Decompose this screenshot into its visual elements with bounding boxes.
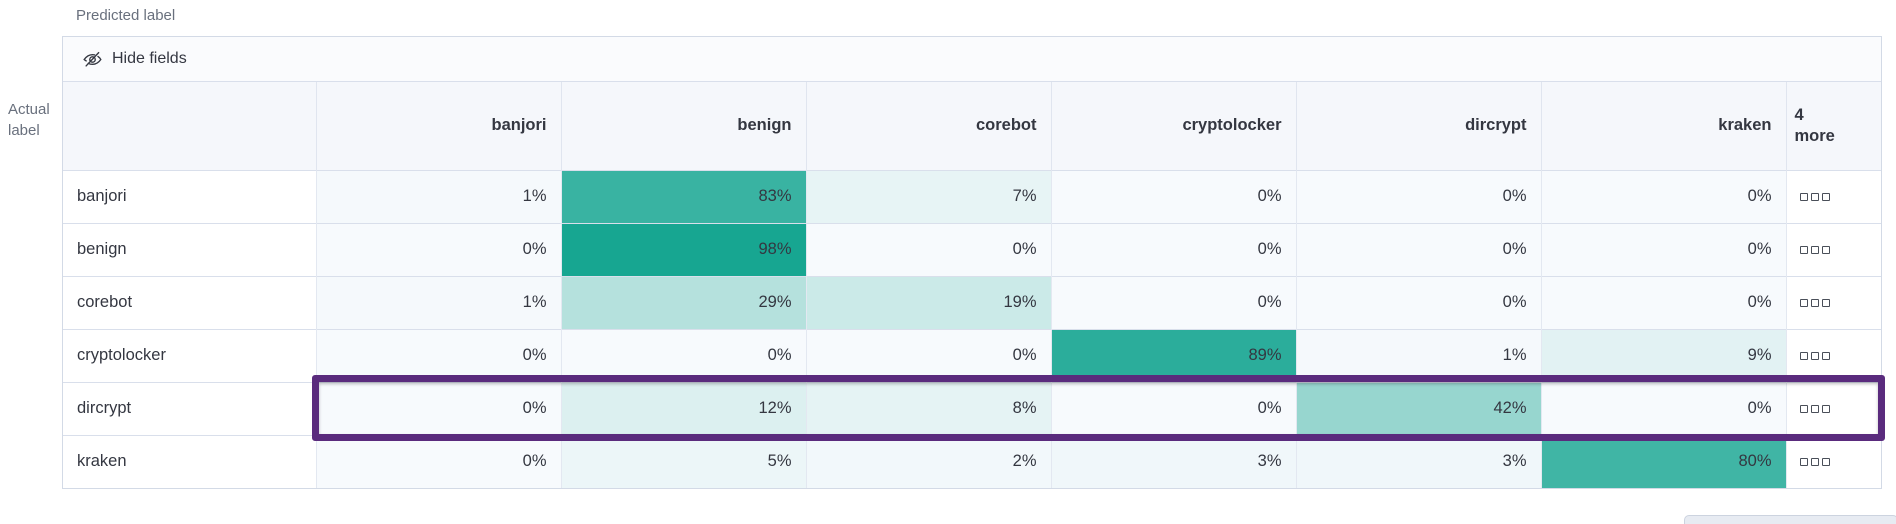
matrix-cell[interactable]: 1% — [1295, 329, 1541, 382]
hide-fields-label: Hide fields — [112, 50, 187, 67]
matrix-cell[interactable]: 89% — [1050, 329, 1296, 382]
row-label-cryptolocker: cryptolocker — [63, 329, 316, 382]
matrix-cell[interactable]: 0% — [1050, 170, 1296, 223]
column-header-more[interactable]: 4 more — [1785, 82, 1881, 170]
more-count: 4 — [1794, 105, 1804, 124]
more-label: more — [1794, 126, 1835, 145]
matrix-cell[interactable]: 0% — [315, 435, 561, 488]
matrix-cell[interactable]: 0% — [315, 223, 561, 276]
column-header-benign[interactable]: benign — [560, 82, 806, 170]
table-row-corebot: corebot 1% 29% 19% 0% 0% 0% — [63, 276, 1881, 329]
row-actions-cell[interactable] — [1785, 435, 1881, 488]
column-header-dircrypt[interactable]: dircrypt — [1295, 82, 1541, 170]
matrix-cell[interactable]: 0% — [1295, 170, 1541, 223]
table-row-kraken: kraken 0% 5% 2% 3% 3% 80% — [63, 435, 1881, 488]
matrix-cell[interactable]: 80% — [1540, 435, 1786, 488]
column-header-kraken[interactable]: kraken — [1540, 82, 1786, 170]
matrix-cell[interactable]: 0% — [315, 382, 561, 435]
hide-fields-button[interactable]: Hide fields — [83, 50, 187, 69]
row-label-kraken: kraken — [63, 435, 316, 488]
matrix-cell[interactable]: 12% — [560, 382, 806, 435]
row-actions-cell[interactable] — [1785, 170, 1881, 223]
matrix-cell[interactable]: 0% — [1540, 276, 1786, 329]
row-actions-cell[interactable] — [1785, 329, 1881, 382]
matrix-cell[interactable]: 5% — [560, 435, 806, 488]
matrix-cell[interactable]: 42% — [1295, 382, 1541, 435]
table-row-benign: benign 0% 98% 0% 0% 0% 0% — [63, 223, 1881, 276]
matrix-cell[interactable]: 1% — [315, 276, 561, 329]
boxes-horizontal-icon[interactable] — [1799, 405, 1830, 413]
matrix-cell[interactable]: 0% — [805, 329, 1051, 382]
matrix-cell[interactable]: 0% — [1050, 382, 1296, 435]
table-row-dircrypt: dircrypt 0% 12% 8% 0% 42% 0% — [63, 382, 1881, 435]
row-actions-cell[interactable] — [1785, 223, 1881, 276]
matrix-cell[interactable]: 0% — [1540, 223, 1786, 276]
matrix-cell[interactable]: 3% — [1295, 435, 1541, 488]
matrix-cell[interactable]: 0% — [1295, 223, 1541, 276]
y-axis-title-line1: Actual — [8, 101, 50, 118]
table-row-banjori: banjori 1% 83% 7% 0% 0% 0% — [63, 170, 1881, 223]
matrix-cell[interactable]: 1% — [315, 170, 561, 223]
matrix-cell[interactable]: 0% — [1540, 170, 1786, 223]
row-label-corebot: corebot — [63, 276, 316, 329]
row-label-banjori: banjori — [63, 170, 316, 223]
matrix-cell[interactable]: 98% — [560, 223, 806, 276]
confusion-matrix-grid: Hide fields banjori benign corebot cryptolo… — [62, 36, 1882, 489]
matrix-cell[interactable]: 9% — [1540, 329, 1786, 382]
matrix-cell[interactable]: 0% — [1540, 382, 1786, 435]
y-axis-title-line2: label — [8, 122, 40, 139]
confusion-matrix-table: banjori benign corebot cryptolocker dircrypt… — [63, 82, 1881, 488]
x-axis-title: Predicted label — [76, 7, 176, 24]
matrix-cell[interactable]: 0% — [805, 223, 1051, 276]
grid-toolbar: Hide fields — [63, 37, 1881, 82]
matrix-cell[interactable]: 0% — [1050, 276, 1296, 329]
matrix-cell[interactable]: 3% — [1050, 435, 1296, 488]
header-row: banjori benign corebot cryptolocker dircrypt… — [63, 82, 1881, 170]
boxes-horizontal-icon[interactable] — [1799, 352, 1830, 360]
eye-closed-icon — [83, 50, 102, 69]
matrix-cell[interactable]: 0% — [1295, 276, 1541, 329]
matrix-cell[interactable]: 0% — [1050, 223, 1296, 276]
matrix-cell[interactable]: 8% — [805, 382, 1051, 435]
scrollbar-thumb[interactable] — [1684, 515, 1896, 524]
matrix-cell[interactable]: 29% — [560, 276, 806, 329]
y-axis-title: Actual label — [8, 99, 62, 141]
matrix-cell[interactable]: 19% — [805, 276, 1051, 329]
row-label-dircrypt: dircrypt — [63, 382, 316, 435]
matrix-cell[interactable]: 0% — [315, 329, 561, 382]
table-row-cryptolocker: cryptolocker 0% 0% 0% 89% 1% 9% — [63, 329, 1881, 382]
row-actions-cell[interactable] — [1785, 276, 1881, 329]
column-header-banjori[interactable]: banjori — [315, 82, 561, 170]
boxes-horizontal-icon[interactable] — [1799, 246, 1830, 254]
column-header-corebot[interactable]: corebot — [805, 82, 1051, 170]
boxes-horizontal-icon[interactable] — [1799, 458, 1830, 467]
matrix-cell[interactable]: 7% — [805, 170, 1051, 223]
boxes-horizontal-icon[interactable] — [1799, 299, 1830, 307]
matrix-cell[interactable]: 83% — [560, 170, 806, 223]
matrix-cell[interactable]: 2% — [805, 435, 1051, 488]
row-actions-cell[interactable] — [1785, 382, 1881, 435]
boxes-horizontal-icon[interactable] — [1799, 193, 1830, 201]
row-label-benign: benign — [63, 223, 316, 276]
matrix-cell[interactable]: 0% — [560, 329, 806, 382]
corner-header-cell — [63, 82, 316, 170]
column-header-cryptolocker[interactable]: cryptolocker — [1050, 82, 1296, 170]
